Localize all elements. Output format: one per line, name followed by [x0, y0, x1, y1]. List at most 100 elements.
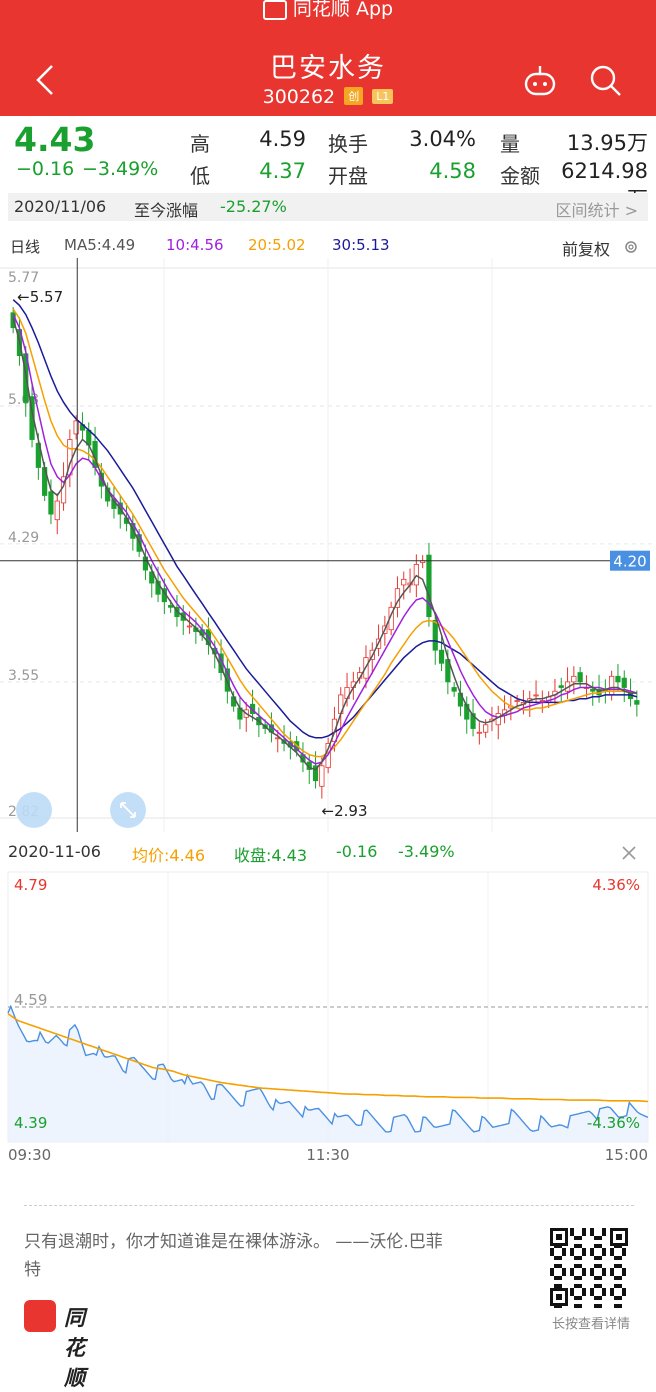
min-price-label: ←2.93: [322, 802, 368, 820]
intraday-avg: 均价:4.46: [132, 846, 206, 865]
qr-module: [594, 1296, 598, 1300]
candle-body: [54, 500, 60, 521]
qr-module: [558, 1256, 562, 1260]
qr-module: [582, 1272, 586, 1276]
intraday-pct-bottom: -4.36%: [587, 1114, 640, 1132]
high-label: 高: [190, 132, 210, 156]
candle-body: [558, 685, 564, 688]
app-logo-icon: [262, 0, 287, 20]
adjust-label[interactable]: 前复权: [562, 240, 611, 259]
candle-body: [319, 765, 325, 787]
open-label: 开盘: [328, 164, 368, 188]
candle-body: [577, 672, 583, 683]
period-label[interactable]: 日线: [10, 238, 41, 256]
price-change-pct: −3.49%: [82, 158, 159, 180]
qr-module: [614, 1264, 618, 1268]
candle-body: [149, 571, 155, 584]
qr-module: [594, 1276, 598, 1280]
volume-label: 量: [500, 132, 520, 156]
stock-code-row: 300262 创 L1: [0, 86, 656, 108]
qr-module: [618, 1264, 622, 1268]
intraday-x-tick: 11:30: [306, 1146, 349, 1164]
qr-module: [602, 1228, 606, 1232]
qr-module: [550, 1248, 554, 1252]
qr-module: [614, 1284, 618, 1288]
qr-module: [614, 1256, 618, 1260]
intraday-close: 收盘:4.43: [234, 846, 308, 865]
intraday-chart[interactable]: 4.79 4.59 4.39 4.36% -4.36% 09:30 11:30 15:00: [0, 866, 656, 1166]
candle-body: [609, 675, 615, 696]
qr-module: [554, 1276, 558, 1280]
qr-module: [594, 1284, 598, 1288]
app-label-text: 同花顺 App: [292, 0, 394, 20]
qr-module: [622, 1272, 626, 1276]
qr-module: [594, 1304, 598, 1308]
robot-icon[interactable]: [520, 62, 560, 98]
back-icon[interactable]: [28, 62, 64, 98]
ma5-label: MA5:4.49: [64, 236, 136, 254]
range-stats-button[interactable]: 区间统计 >: [555, 201, 639, 220]
low-value: 4.37: [259, 159, 306, 183]
intraday-y-mid: 4.59: [14, 991, 47, 1009]
qr-module: [582, 1252, 586, 1256]
intraday-legend: 2020-11-06 均价:4.46 收盘:4.43 -0.16 -3.49%: [0, 842, 656, 865]
kline-chart[interactable]: 5.775.034.293.552.824.20←5.57←2.93: [0, 258, 656, 832]
qr-module: [602, 1292, 606, 1296]
level1-badge: L1: [372, 89, 394, 104]
candle-body: [432, 619, 438, 651]
candle-body: [590, 688, 596, 692]
qr-module: [574, 1264, 578, 1268]
qr-module: [570, 1228, 574, 1232]
qr-module: [598, 1264, 602, 1268]
qr-module: [598, 1256, 602, 1260]
qr-module: [614, 1304, 618, 1308]
qr-module: [578, 1296, 582, 1300]
qr-module: [574, 1284, 578, 1288]
candle-body: [35, 442, 41, 468]
qr-module: [558, 1276, 562, 1280]
max-price-label: ←5.57: [17, 288, 63, 306]
qr-module: [562, 1268, 566, 1272]
qr-module: [610, 1272, 614, 1276]
qr-module: [610, 1248, 614, 1252]
stock-name: 巴安水务: [270, 53, 386, 84]
close-icon[interactable]: [620, 844, 638, 862]
candle-body: [495, 713, 501, 726]
candle-body: [571, 675, 577, 683]
qr-module: [610, 1292, 614, 1296]
qr-module: [622, 1252, 626, 1256]
qr-module: [602, 1252, 606, 1256]
qr-module: [582, 1268, 586, 1272]
candle-body: [29, 396, 35, 440]
candle-body: [438, 649, 445, 664]
qr-module: [582, 1292, 586, 1296]
candle-body: [426, 554, 432, 618]
search-icon[interactable]: [586, 62, 626, 98]
intraday-y-top: 4.79: [14, 876, 47, 894]
qr-module: [598, 1236, 602, 1240]
kline-y-tick: 3.55: [8, 668, 39, 684]
qr-module: [554, 1284, 558, 1288]
qr-module: [594, 1244, 598, 1248]
qr-module: [574, 1296, 578, 1300]
intraday-pct-top: 4.36%: [592, 876, 640, 894]
candle-body: [615, 675, 621, 683]
gear-icon[interactable]: [622, 238, 640, 256]
qr-module: [590, 1272, 594, 1276]
candle-body: [451, 687, 457, 692]
brand-name: 同花顺: [64, 1306, 85, 1390]
qr-code-icon[interactable]: [548, 1226, 630, 1308]
ma10-label: 10:4.56: [166, 236, 224, 254]
expand-arrows: [120, 802, 136, 818]
candle-body: [621, 677, 627, 688]
qr-module: [618, 1296, 622, 1300]
candle-body: [312, 765, 319, 782]
qr-module: [578, 1236, 582, 1240]
qr-module: [602, 1272, 606, 1276]
qr-module: [570, 1292, 574, 1296]
qr-module: [550, 1272, 554, 1276]
range-value: -25.27%: [220, 197, 287, 216]
candle-body: [186, 625, 193, 628]
qr-module: [574, 1244, 578, 1248]
qr-module: [554, 1256, 558, 1260]
